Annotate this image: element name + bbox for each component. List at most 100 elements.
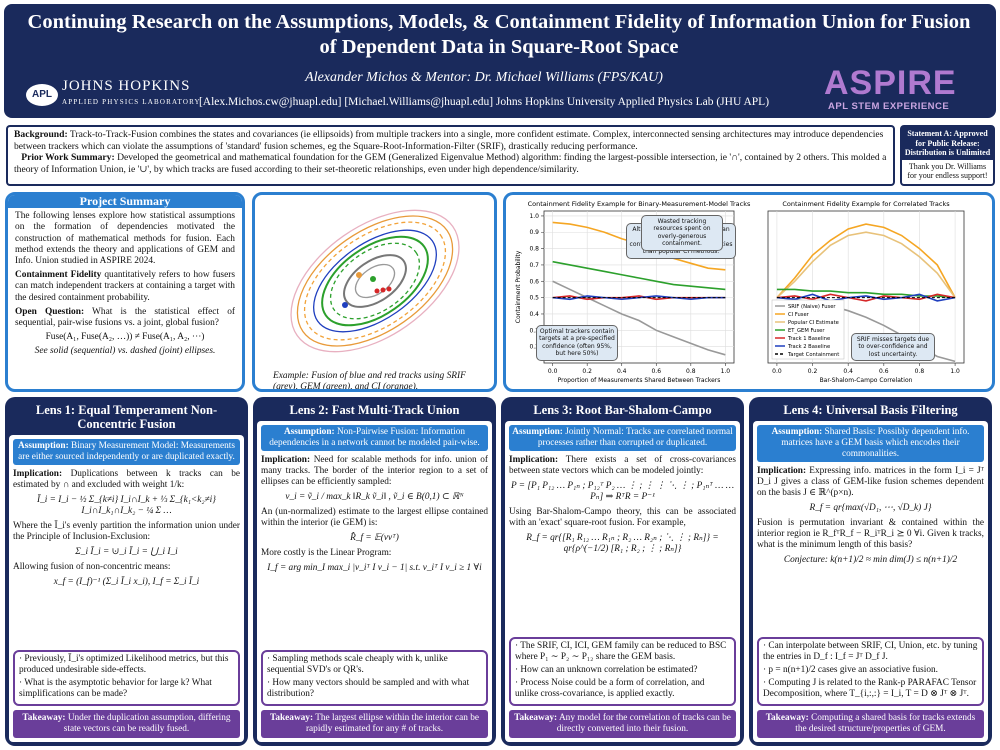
label: Assumption: [283, 427, 335, 437]
bullet: · Process Noise could be a form of corre… [515, 678, 705, 699]
equation: R_f = qr{[R₁ R₁₂ … R₁ₙ ; R₂ … R₂ₙ ; ⋱ ⋮ … [526, 533, 719, 554]
label: Takeaway: [22, 713, 66, 723]
lens-column: Lens 3: Root Bar-Shalom-Campo Assumption:… [501, 397, 744, 746]
jhu-logo: JOHNS HOPKINS [62, 78, 191, 94]
label: Takeaway: [514, 713, 558, 723]
label: Assumption: [771, 427, 823, 437]
summary-body: The following lenses explore how statist… [8, 208, 242, 363]
equation: Σ_i Ī_i = ⊍_i Ī_i = ⋃_i I_i [75, 547, 178, 557]
x-tick-label: 0.2 [582, 368, 592, 375]
background-box: Background: Track-to-Track-Fusion combin… [6, 125, 895, 186]
y-tick-label: 0.8 [529, 246, 539, 253]
point [370, 276, 376, 282]
paragraph: Implication: Duplications between k trac… [13, 469, 240, 491]
bullet: · Previously, Ī_i's optimized Likelihood… [19, 654, 229, 675]
label: Background: [14, 129, 68, 140]
equation: I_f = arg min_I max_i |v_iᵀ I v_i − 1| s… [267, 563, 482, 573]
paragraph: Implication: There exists a set of cross… [509, 455, 736, 477]
lens-body: Assumption: Jointly Normal: Tracks are c… [505, 421, 740, 742]
text: Computing a shared basis for tracks exte… [795, 713, 976, 734]
text: Need for scalable methods for info. unio… [261, 455, 488, 487]
bullet: · Computing J is related to the Rank-p P… [763, 678, 977, 699]
ellipse-figure [290, 209, 460, 353]
heading: Lens 3: Root Bar-Shalom-Campo [533, 403, 712, 417]
x-tick-label: 0.6 [879, 368, 889, 375]
label: Implication: [509, 455, 559, 465]
ellipse [296, 215, 454, 347]
legend-label: CI Fuser [788, 312, 810, 318]
label: Takeaway: [270, 713, 314, 723]
label: Open Question: [15, 306, 85, 317]
y-tick-label: 0.5 [529, 295, 539, 302]
thanks: Thank you Dr. Williams for your endless … [907, 161, 988, 181]
x-tick-label: 0.4 [617, 368, 627, 375]
label: Assumption: [18, 441, 69, 451]
text: Non-Pairwise Fusion: Information depende… [269, 427, 480, 448]
y-tick-label: 0.6 [529, 278, 539, 285]
takeaway: Takeaway: Under the duplication assumpti… [13, 710, 240, 738]
y-tick-label: 0.4 [529, 311, 539, 318]
equation: R_f = qr{max(√D₁, ⋯, √D_k) J} [809, 503, 932, 513]
text: Jointly Normal: Tracks are correlated no… [537, 427, 733, 448]
text: Shared Basis: Possibly dependent info. m… [781, 427, 970, 459]
heading: Lens 4: Universal Basis Filtering [783, 403, 958, 417]
x-tick-label: 0.2 [808, 368, 818, 375]
text: Under the duplication assumption, differ… [63, 713, 231, 734]
statement: Statement A: Approved for Public Release… [902, 127, 993, 160]
aspire-logo: ASPIRE [824, 64, 957, 102]
point [342, 302, 348, 308]
text: Allowing fusion of non-concentric means: [13, 562, 171, 572]
equation: P = [P₁ P₁₂ … P₁ₙ ; P₁₂ᵀ P₂ … ⋮ ; ⋮ ⋮ ⋱ … [510, 481, 735, 502]
series-line [776, 223, 956, 299]
figure-box: Example: Fusion of blue and red tracks u… [252, 192, 497, 392]
legend-label: Track 1 Baseline [787, 336, 830, 342]
x-tick-label: 0.8 [686, 368, 696, 375]
charts-box: Containment Fidelity Example for Binary-… [503, 192, 995, 392]
label: Containment Fidelity [15, 270, 102, 281]
text: There exists a set of cross-covariances … [509, 455, 737, 476]
ellipses [290, 209, 460, 353]
y-tick-label: 0.9 [529, 229, 539, 236]
y-tick-label: 0.3 [529, 327, 539, 334]
text: An (un-normalized) estimate to the large… [261, 507, 488, 528]
aspire-sub: APL STEM EXPERIENCE [828, 101, 950, 112]
ellipse [303, 221, 447, 341]
text: quantitatively refers to how fusers can … [15, 270, 235, 303]
ellipse [313, 229, 437, 333]
bullet: · The SRIF, CI, ICI, GEM family can be r… [515, 641, 727, 662]
paragraph: Implication: Expressing info. matrices i… [757, 466, 984, 499]
ellipse [343, 254, 407, 308]
paragraph: Containment Fidelity quantitatively refe… [15, 270, 235, 304]
emails: [Alex.Michos.cw@jhuapl.edu] [Michael.Wil… [198, 96, 770, 108]
text: Track-to-Track-Fusion combines the state… [14, 129, 884, 152]
annotation: Optimal trackers contain targets at a pr… [536, 325, 618, 361]
y-axis-label: Containment Probability [515, 250, 522, 323]
series-line [776, 293, 956, 302]
lens-body: Assumption: Shared Basis: Possibly depen… [753, 421, 988, 742]
bullet: · How can an unknown correlation be esti… [515, 665, 698, 675]
label: Takeaway: [765, 713, 809, 723]
series-line [552, 295, 726, 301]
x-tick-label: 1.0 [950, 368, 960, 375]
heading: Lens 2: Fast Multi-Track Union [289, 403, 460, 417]
ellipse [329, 242, 421, 320]
x-tick-label: 1.0 [721, 368, 731, 375]
point [374, 288, 380, 294]
text: Using Bar-Shalom-Campo theory, this can … [509, 507, 736, 528]
lens-body: Assumption: Binary Measurement Model: Me… [9, 435, 244, 742]
legend-label: Target Containment [787, 352, 839, 358]
annotation: SRIF misses targets due to over-confiden… [851, 333, 935, 362]
bullet: · p = n(n+1)/2 cases give an associative… [763, 665, 938, 675]
equation: Conjecture: k(n+1)/2 ≈ min dim(J) ≤ n(n+… [783, 555, 958, 565]
poster-title: Continuing Research on the Assumptions, … [27, 11, 971, 58]
x-tick-label: 0.6 [651, 368, 661, 375]
x-tick-label: 0.4 [843, 368, 853, 375]
lens-body: Assumption: Non-Pairwise Fusion: Informa… [257, 421, 492, 742]
bullet: · Sampling methods scale cheaply with k,… [267, 654, 448, 675]
bullets: · The SRIF, CI, ICI, GEM family can be r… [509, 637, 736, 706]
statement-box: Statement A: Approved for Public Release… [900, 125, 995, 186]
text: Binary Measurement Model: Measurements a… [18, 441, 235, 462]
text: Any model for the correlation of tracks … [556, 713, 731, 734]
bullet: · What is the asymptotic behavior for la… [19, 678, 212, 699]
series-line [552, 260, 726, 291]
